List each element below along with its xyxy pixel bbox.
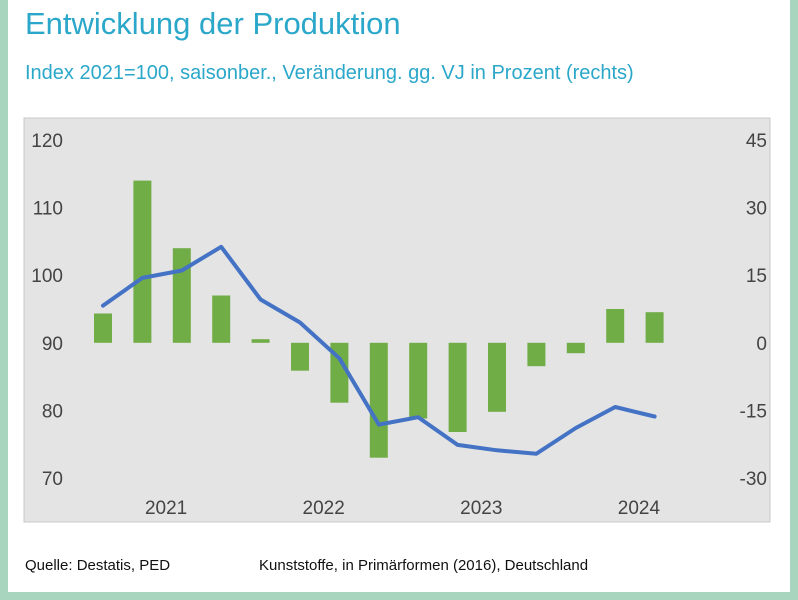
bar bbox=[409, 342, 428, 419]
x-axis-tick: 2024 bbox=[618, 498, 661, 519]
bar bbox=[212, 295, 231, 343]
ticks-layer: 70 80 90 100 110 120 -30 -15 0 15 30 45 2021 2022 2023… bbox=[31, 131, 767, 519]
right-axis-tick: 30 bbox=[746, 199, 767, 220]
left-axis-tick: 80 bbox=[42, 401, 63, 422]
bar bbox=[566, 342, 585, 354]
bar bbox=[330, 342, 349, 403]
bar bbox=[133, 180, 152, 343]
right-axis-tick: 0 bbox=[756, 334, 767, 355]
combo-chart: 70 80 90 100 110 120 -30 -15 0 15 30 45 2021 2022 2023… bbox=[23, 117, 771, 523]
left-axis-tick: 70 bbox=[42, 469, 63, 490]
chart-title: Entwicklung der Produktion bbox=[25, 6, 401, 41]
x-axis-tick: 2023 bbox=[460, 498, 502, 519]
bar bbox=[645, 312, 664, 343]
bar bbox=[369, 342, 388, 458]
chart-subtitle: Index 2021=100, saisonber., Veränderung.… bbox=[25, 62, 634, 84]
bar bbox=[488, 342, 506, 412]
bar bbox=[251, 339, 270, 343]
x-axis-tick: 2022 bbox=[303, 498, 345, 519]
bar bbox=[527, 342, 546, 367]
left-axis-tick: 120 bbox=[31, 131, 63, 152]
bar bbox=[94, 313, 112, 343]
bar bbox=[448, 342, 467, 432]
series-description: Kunststoffe, in Primärformen (2016), Deu… bbox=[259, 557, 589, 574]
bar bbox=[291, 342, 309, 371]
chart-card: Entwicklung der Produktion Index 2021=10… bbox=[8, 0, 790, 592]
left-axis-tick: 110 bbox=[33, 199, 63, 220]
x-axis-tick: 2021 bbox=[145, 498, 187, 519]
bar bbox=[606, 309, 625, 343]
left-axis-tick: 90 bbox=[42, 334, 63, 355]
right-axis-tick: 45 bbox=[746, 131, 767, 152]
source-note: Quelle: Destatis, PED bbox=[25, 557, 171, 574]
production-index-line bbox=[101, 244, 657, 456]
left-axis-tick: 100 bbox=[31, 266, 63, 287]
bar bbox=[172, 248, 191, 343]
right-axis-tick: -30 bbox=[740, 469, 767, 490]
right-axis-tick: 15 bbox=[746, 266, 767, 287]
line-layer bbox=[101, 244, 657, 456]
right-axis-tick: -15 bbox=[740, 401, 767, 422]
